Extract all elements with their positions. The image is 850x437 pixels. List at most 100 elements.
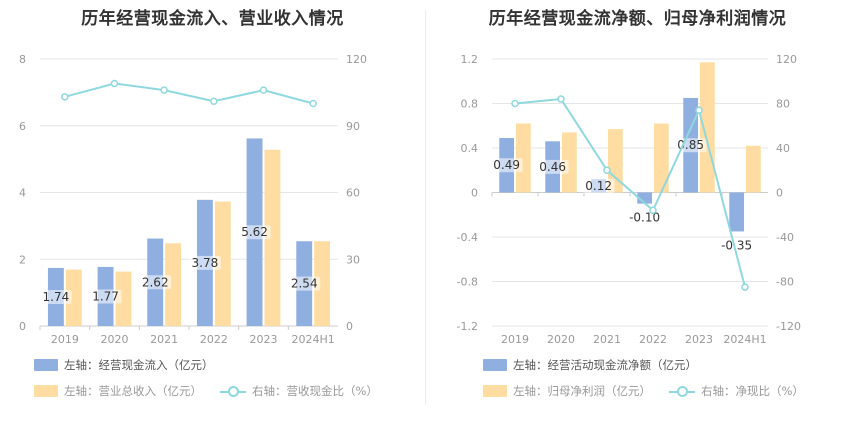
x-axis-tick-label: 2024H1 xyxy=(723,333,766,346)
data-label-bg xyxy=(89,289,122,304)
legend-label: 左轴：经营现金流入（亿元） xyxy=(64,358,214,372)
x-axis-tick-label: 2020 xyxy=(547,333,575,346)
left-axis-tick-label: 0.4 xyxy=(461,142,479,155)
data-label-bg xyxy=(625,210,665,225)
line-point xyxy=(210,97,218,106)
line-point xyxy=(603,166,611,174)
x-axis-tick-label: 2023 xyxy=(685,333,713,346)
legend-swatch-line xyxy=(669,385,695,397)
legend-swatch-line xyxy=(220,385,246,397)
left-axis-tick-label: 0 xyxy=(19,320,26,333)
left-chart-title: 历年经营现金流入、营业收入情况 xyxy=(81,9,344,29)
right-chart-title: 历年经营现金流净额、归母净利润情况 xyxy=(488,9,787,29)
panel-divider xyxy=(425,10,426,405)
right-axis-tick-label: -80 xyxy=(776,276,794,289)
x-axis-tick-label: 2021 xyxy=(150,333,178,346)
legend-swatch-blue xyxy=(34,359,58,371)
x-axis-tick-label: 2020 xyxy=(101,333,129,346)
right-axis-tick-label: -40 xyxy=(776,231,794,244)
data-label-bg xyxy=(582,178,615,193)
legend-label: 右轴：净现比（%） xyxy=(701,384,804,398)
data-label-bg xyxy=(188,255,221,270)
data-label-bg xyxy=(717,238,757,253)
line-point xyxy=(741,283,749,291)
line-point xyxy=(649,206,657,215)
data-label: 3.78 xyxy=(192,256,219,270)
bar-series-2 xyxy=(165,243,182,326)
x-axis-tick-label: 2019 xyxy=(51,333,79,346)
bar-series-2 xyxy=(65,269,82,326)
line-series xyxy=(64,82,314,105)
data-label: 1.74 xyxy=(43,290,70,304)
legend-swatch-blue xyxy=(483,359,507,371)
line-point xyxy=(309,99,317,108)
x-axis-tick-label: 2024H1 xyxy=(292,333,335,346)
right-chart-svg: -1.2 -120 -0.8 -80 -0.4 -40 0 0 0.4 40 0.8 80 1.2 120… xyxy=(457,53,801,346)
bar-series-2 xyxy=(214,201,231,326)
legend-label: 右轴：营收现金比（%） xyxy=(252,384,378,398)
data-label: -0.35 xyxy=(721,238,752,252)
data-label: 0.46 xyxy=(539,160,566,174)
bar-series-2 xyxy=(562,132,577,193)
right-axis-tick-label: 120 xyxy=(346,53,367,66)
x-axis-tick-label: 2022 xyxy=(200,333,228,346)
data-label: 1.77 xyxy=(92,289,119,303)
data-label: 2.54 xyxy=(291,277,318,291)
line-point xyxy=(695,106,703,114)
line-point xyxy=(259,86,268,94)
data-label-bg xyxy=(536,159,569,174)
right-axis-tick-label: 30 xyxy=(346,253,360,266)
data-label-bg xyxy=(139,275,172,290)
line-point xyxy=(557,95,565,103)
data-label: 0.12 xyxy=(585,179,612,193)
right-axis-tick-label: 0 xyxy=(346,320,353,333)
right-axis-tick-label: 60 xyxy=(346,187,360,200)
left-axis-tick-label: 2 xyxy=(19,253,26,266)
bar-series-2 xyxy=(264,149,281,326)
bar-series-2 xyxy=(314,241,331,326)
right-axis-tick-label: 90 xyxy=(346,120,360,133)
x-axis-tick-label: 2023 xyxy=(250,333,278,346)
right-axis-tick-label: -120 xyxy=(776,320,801,333)
legend-swatch-orange xyxy=(34,385,58,397)
line-point xyxy=(61,93,69,101)
line-point xyxy=(110,79,119,88)
bar-series-1 xyxy=(729,192,744,232)
left-axis-tick-label: -0.4 xyxy=(457,231,478,244)
left-axis-tick-label: 4 xyxy=(19,187,26,200)
line-point xyxy=(160,86,168,94)
legend-item-cash-inflow[interactable]: 左轴：经营现金流入（亿元） xyxy=(34,358,214,372)
data-label-bg xyxy=(288,276,321,291)
left-axis-tick-label: -0.8 xyxy=(457,276,478,289)
bar-series-1 xyxy=(637,192,652,204)
legend-label: 左轴：营业总收入（亿元） xyxy=(64,384,202,398)
left-axis-tick-label: 0.8 xyxy=(461,98,479,111)
data-label-bg xyxy=(490,158,523,173)
data-label-bg xyxy=(674,138,707,153)
legend-item-cash-ratio[interactable]: 右轴：营收现金比（%） xyxy=(220,384,378,398)
legend-swatch-orange xyxy=(483,385,507,397)
legend-label: 左轴：经营活动现金流净额（亿元） xyxy=(513,358,697,372)
left-axis-tick-label: 8 xyxy=(19,53,26,66)
data-label: 2.62 xyxy=(142,275,169,289)
legend-item-net-cash-ratio[interactable]: 右轴：净现比（%） xyxy=(669,384,804,398)
left-axis-tick-label: 1.2 xyxy=(461,53,479,66)
legend-item-net-cash-flow[interactable]: 左轴：经营活动现金流净额（亿元） xyxy=(483,358,697,372)
legend-item-revenue[interactable]: 左轴：营业总收入（亿元） xyxy=(34,384,202,398)
legend-item-net-profit[interactable]: 左轴：归母净利润（亿元） xyxy=(483,384,651,398)
right-chart-panel: 历年经营现金流净额、归母净利润情况 -1.2 -120 -0.8 -80 -0.4 -40… xyxy=(425,0,850,437)
data-label: 0.49 xyxy=(493,158,520,172)
left-axis-tick-label: 6 xyxy=(19,120,26,133)
right-axis-tick-label: 80 xyxy=(776,98,790,111)
x-axis-tick-label: 2022 xyxy=(639,333,667,346)
left-axis-tick-label: 0 xyxy=(471,187,478,200)
data-label-bg xyxy=(39,289,72,304)
bar-series-2 xyxy=(700,62,715,193)
right-axis-tick-label: 120 xyxy=(776,53,797,66)
line-series xyxy=(514,97,746,288)
data-label: -0.10 xyxy=(629,211,660,225)
left-chart-panel: 历年经营现金流入、营业收入情况 0 0 2 30 4 60 6 90 8 120 2019 1.74 2… xyxy=(19,9,378,398)
x-axis-tick-label: 2019 xyxy=(501,333,529,346)
bar-series-2 xyxy=(654,123,669,193)
left-chart-svg: 0 0 2 30 4 60 6 90 8 120 2019 1.74 2020 1.77 2021 2.62 2… xyxy=(19,53,367,346)
